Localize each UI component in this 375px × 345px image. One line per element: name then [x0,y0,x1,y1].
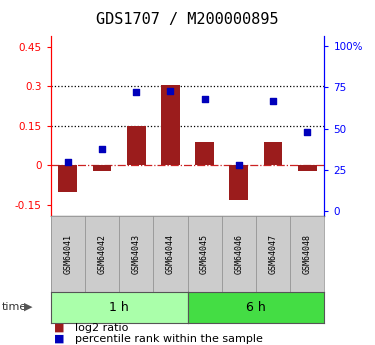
Text: 1 h: 1 h [109,300,129,314]
Bar [161,85,180,166]
Text: log2 ratio: log2 ratio [75,323,128,333]
Point [167,88,173,93]
Text: GSM64043: GSM64043 [132,234,141,274]
Point [65,159,71,165]
Point [270,98,276,104]
Bar [264,142,282,166]
Bar [230,166,248,200]
Text: GSM64045: GSM64045 [200,234,209,274]
Text: GSM64047: GSM64047 [268,234,278,274]
Text: ▶: ▶ [24,302,33,312]
Text: GSM64048: GSM64048 [303,234,312,274]
Text: GSM64042: GSM64042 [98,234,106,274]
Point [236,162,242,168]
Bar [298,166,316,171]
Text: GDS1707 / M200000895: GDS1707 / M200000895 [96,12,279,27]
Text: 6 h: 6 h [246,300,266,314]
Bar [93,166,111,171]
Text: percentile rank within the sample: percentile rank within the sample [75,334,263,344]
Text: ■: ■ [54,323,65,333]
Point [202,96,208,102]
Text: GSM64041: GSM64041 [63,234,72,274]
Point [304,129,310,135]
Text: GSM64044: GSM64044 [166,234,175,274]
Bar [195,142,214,166]
Text: GSM64046: GSM64046 [234,234,243,274]
Bar [58,166,77,192]
Text: time: time [2,302,27,312]
Bar [127,126,146,166]
Point [133,90,139,95]
Point [99,146,105,151]
Text: ■: ■ [54,334,65,344]
